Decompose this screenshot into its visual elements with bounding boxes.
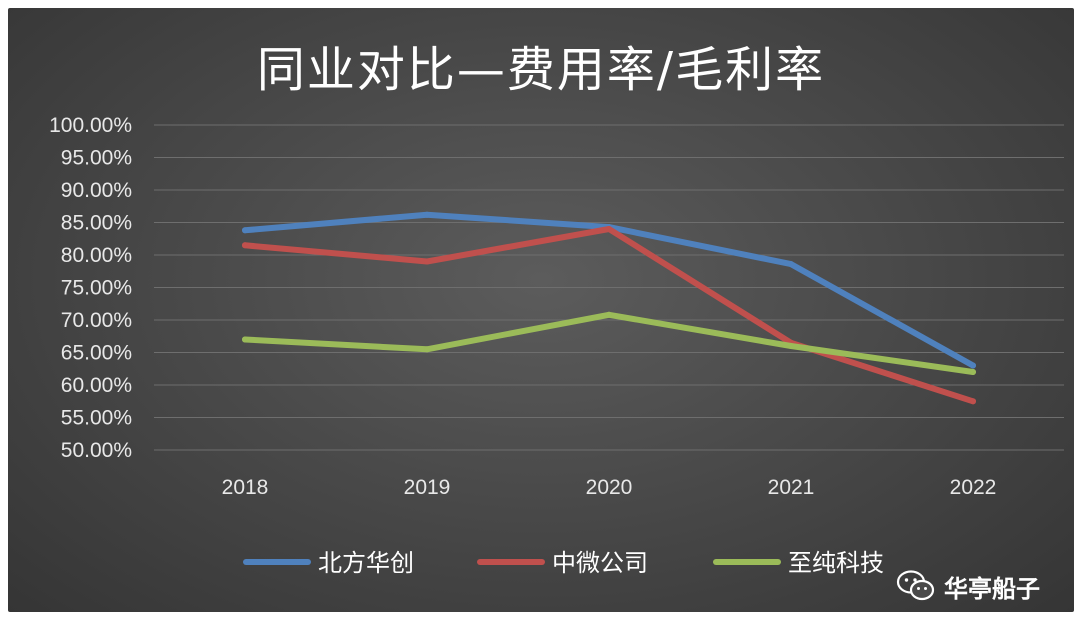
x-tick-label: 2020 (586, 476, 633, 499)
y-tick-label: 85.00% (61, 212, 132, 235)
data-point (970, 362, 976, 369)
watermark: 华亭船子 (896, 564, 1074, 608)
y-tick-label: 70.00% (61, 309, 132, 332)
chart-panel: 同业对比—费用率/毛利率 100.00% 95.00% 90.00% 85.00% 80… (8, 8, 1074, 612)
y-tick-label: 60.00% (61, 374, 132, 397)
legend-label: 中微公司 (552, 549, 648, 577)
x-tick-label: 2018 (222, 476, 269, 499)
data-point (788, 261, 794, 268)
data-point (242, 242, 248, 249)
y-tick-label: 75.00% (61, 277, 132, 300)
y-tick-label: 90.00% (61, 179, 132, 202)
watermark-text: 华亭船子 (944, 574, 1040, 603)
x-tick-label: 2022 (950, 476, 997, 499)
data-point (242, 227, 248, 234)
data-point (242, 336, 248, 343)
data-point (606, 311, 612, 318)
data-point (424, 346, 430, 353)
y-tick-label: 50.00% (61, 439, 132, 462)
legend-label: 至纯科技 (788, 549, 884, 577)
data-point (424, 211, 430, 218)
legend-label: 北方华创 (318, 549, 414, 577)
x-tick-label: 2019 (404, 476, 451, 499)
y-tick-label: 100.00% (49, 114, 132, 137)
y-tick-label: 80.00% (61, 244, 132, 267)
x-tick-label: 2021 (768, 476, 815, 499)
data-point (970, 369, 976, 375)
data-point (970, 398, 976, 405)
y-tick-label: 95.00% (61, 147, 132, 170)
line-chart: 100.00% 95.00% 90.00% 85.00% 80.00% 75.00% 70.… (49, 114, 1064, 577)
chart-title: 同业对比—费用率/毛利率 (256, 42, 826, 98)
data-point (606, 226, 612, 232)
y-tick-label: 55.00% (61, 407, 132, 430)
data-point (424, 258, 430, 265)
wechat-icon (896, 570, 935, 601)
data-point (788, 343, 794, 349)
y-tick-label: 65.00% (61, 342, 132, 365)
